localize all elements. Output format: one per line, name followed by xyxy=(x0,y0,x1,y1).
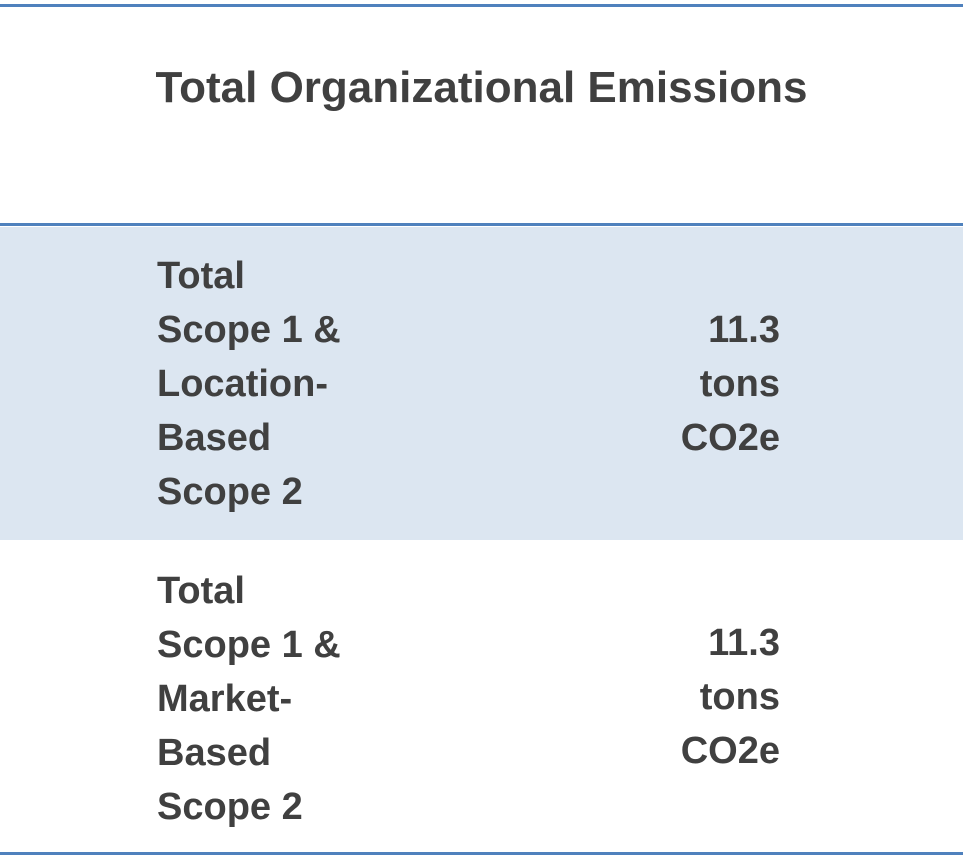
row-value: 11.3 tons CO2e xyxy=(680,308,780,459)
bottom-rule xyxy=(0,852,963,855)
row-label: Total Scope 1 & Market-Based Scope 2 xyxy=(157,570,341,828)
top-rule xyxy=(0,4,963,7)
row-value: 11.3 tons CO2e xyxy=(680,621,780,772)
table-row: Total Scope 1 & Location-Based Scope 2 1… xyxy=(0,227,963,540)
row-label: Total Scope 1 & Location-Based Scope 2 xyxy=(157,255,341,513)
header-rule xyxy=(0,223,963,226)
table-row: Total Scope 1 & Market-Based Scope 2 11.… xyxy=(0,540,963,853)
table-title: Total Organizational Emissions xyxy=(155,63,808,112)
